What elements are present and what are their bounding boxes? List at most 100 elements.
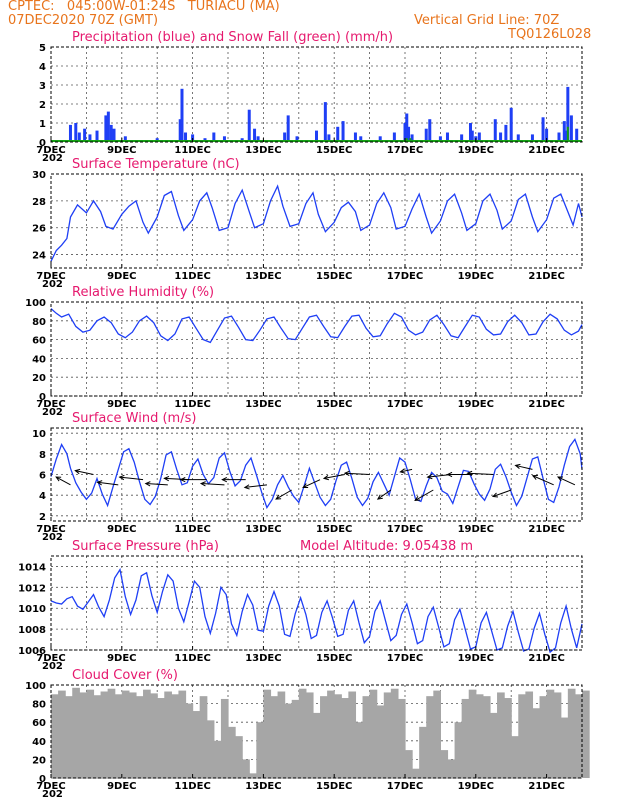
cloud-bar [128, 692, 137, 778]
x-tick-label: 17DEC [387, 271, 423, 282]
wind-vector [74, 468, 94, 475]
precip-title: Precipitation (blue) and Snow Fall (gree… [72, 30, 393, 45]
cloud-bar [206, 720, 215, 778]
precip-bar [468, 123, 472, 142]
y-tick-label: 5 [39, 43, 46, 54]
cloud-bar [582, 690, 590, 778]
x-tick-label: 19DEC [458, 145, 494, 156]
precip-bar [499, 132, 503, 142]
cloud-bar [369, 689, 378, 778]
precip-bar [253, 128, 257, 142]
x-tick-label: 19DEC [458, 781, 494, 792]
cloud-bar [426, 696, 434, 778]
vertical-grid-note: Vertical Grid Line: 70Z [414, 13, 560, 28]
wind-vector [221, 477, 246, 483]
x-tick-label: 15DEC [316, 524, 352, 535]
cloud-bar [178, 690, 187, 778]
precip-chart: 0 1 2 3 4 5 7DEC 9DEC 11DEC 13DEC 15DEC 17DEC 19DEC 2… [36, 30, 583, 164]
precip-bar [493, 119, 497, 142]
precip-bar [256, 136, 260, 142]
wind-vector [144, 481, 168, 487]
x-tick-label: 17DEC [387, 653, 423, 664]
y-tick-label: 100 [25, 681, 46, 692]
precip-bar [438, 136, 442, 142]
cloud-bar [327, 690, 335, 778]
precip-bar [323, 102, 327, 142]
y-tick-label: 28 [32, 197, 46, 208]
y-tick-label: 100 [25, 298, 46, 309]
cloud-bar [546, 689, 555, 778]
cloud-bar [135, 696, 144, 778]
wind-vector [275, 489, 292, 500]
snow-bar [405, 138, 408, 142]
station-header: CPTEC: 045:00W-01:24S TURIACU (MA) [8, 0, 280, 14]
x-tick-label: 15DEC [316, 271, 352, 282]
panel-frame [50, 427, 583, 522]
x-tick-label: 17DEC [387, 399, 423, 410]
precip-bar [405, 113, 409, 142]
wind-vector [322, 474, 345, 481]
x-tick-label: 9DEC [107, 781, 136, 792]
precip-bar [180, 88, 184, 142]
precip-bar [327, 134, 331, 142]
wind-vector [376, 489, 392, 500]
precip-bar [104, 115, 108, 142]
precip-bar [123, 136, 127, 142]
precip-bar [247, 109, 251, 142]
panel-frame [50, 301, 583, 397]
cloud-bar [454, 722, 463, 778]
cloud-bar [235, 736, 243, 778]
precip-bar [541, 117, 545, 142]
precip-bar [424, 128, 428, 142]
precip-bar [222, 136, 226, 142]
cloud-bar [355, 722, 364, 778]
panel-frame [50, 173, 583, 269]
wind-vector [118, 474, 144, 481]
precip-bar [445, 132, 449, 142]
x-tick-label: 21DEC [528, 399, 564, 410]
precip-bar [557, 132, 561, 142]
cloud-bar [242, 759, 250, 778]
precip-bar [575, 128, 579, 142]
pressure-line [50, 567, 583, 654]
precip-bar [359, 136, 363, 142]
cloud-bar [143, 689, 151, 778]
x-tick-label: 21DEC [528, 653, 564, 664]
x-tick-label: 17DEC [387, 145, 423, 156]
humidity-chart: 0 20 40 60 80 100 7DEC 9DEC 11DEC 13DEC 15DEC 17DEC… [25, 285, 583, 418]
y-tick-label: 80 [32, 317, 46, 328]
y-tick-label: 30 [32, 170, 46, 181]
temperature-title: Surface Temperature (nC) [72, 157, 240, 172]
wind-vector [179, 477, 207, 483]
year-fragment: 202 [42, 153, 63, 164]
precip-bar [516, 134, 520, 142]
x-tick-label: 9DEC [107, 524, 136, 535]
run-datetime: 07DEC2020 70Z (GMT) [8, 13, 159, 28]
x-tick-label: 13DEC [245, 271, 281, 282]
y-tick-label: 3 [39, 81, 46, 92]
wind-vector [55, 476, 71, 486]
cloud-bar [171, 694, 180, 778]
cloud-bar [362, 696, 371, 778]
year-fragment: 202 [42, 407, 63, 418]
cloud-bar [58, 690, 66, 778]
cloud-bar [334, 694, 342, 778]
x-tick-label: 15DEC [316, 781, 352, 792]
cloud-bar [298, 688, 307, 778]
y-tick-label: 20 [32, 755, 46, 766]
y-tick-label: 60 [32, 336, 46, 347]
year-fragment: 202 [42, 789, 63, 800]
precip-bar [392, 132, 396, 142]
wind-vector [466, 470, 494, 477]
wind-vector [199, 481, 225, 487]
precip-bar [315, 130, 318, 142]
y-tick-label: 0 [39, 138, 46, 149]
model-code: TQ0126L028 [508, 27, 592, 42]
x-tick-label: 7DEC [36, 524, 65, 535]
cloud-bar [107, 688, 116, 778]
year-fragment: 202 [42, 532, 63, 543]
wind-vector [96, 480, 119, 486]
x-tick-label: 7DEC [36, 271, 65, 282]
cloud-bar [475, 694, 484, 778]
wind-vector [399, 468, 413, 474]
